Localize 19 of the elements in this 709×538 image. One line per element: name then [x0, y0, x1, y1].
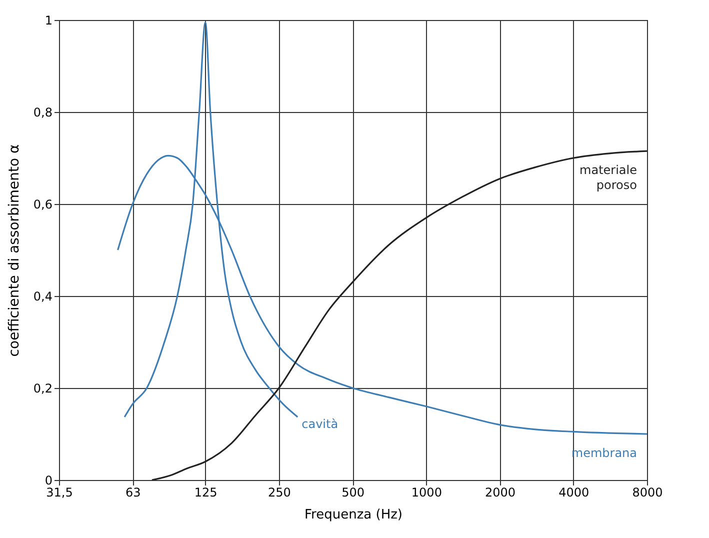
y-tick-label: 0,6 [33, 198, 52, 212]
x-tick-label: 250 [268, 486, 291, 500]
y-tick-label: 0,2 [33, 382, 52, 396]
x-tick-label: 500 [342, 486, 365, 500]
y-tick-label: 0,4 [33, 290, 52, 304]
y-tick-label: 1 [44, 14, 52, 28]
x-tick-label: 63 [125, 486, 141, 500]
y-tick-label: 0 [44, 474, 52, 488]
y-axis-title: coefficiente di assorbimento α [6, 144, 22, 357]
x-tick-label: 4000 [558, 486, 590, 500]
x-axis-title: Frequenza (Hz) [304, 508, 402, 522]
x-tick-label: 1000 [411, 486, 442, 500]
x-tick-label: 8000 [632, 486, 663, 500]
x-tick-label: 31,5 [46, 486, 73, 500]
y-tick-label: 0,8 [33, 106, 52, 120]
series-label: materiale poroso [580, 163, 637, 192]
x-tick-label: 2000 [485, 486, 516, 500]
series-label: cavità [302, 416, 338, 431]
x-tick-label: 125 [194, 486, 218, 500]
